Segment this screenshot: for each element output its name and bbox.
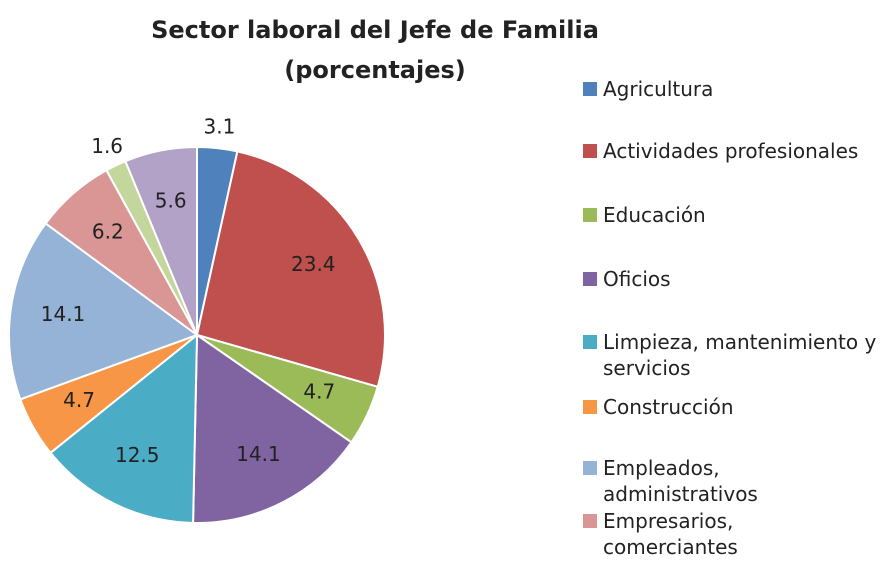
pie-slice: [8, 222, 200, 401]
legend-item: Educación: [583, 202, 886, 228]
legend-item: Agricultura: [583, 76, 886, 102]
chart-title: Sector laboral del Jefe de Familia (porc…: [151, 16, 599, 84]
legend-label: Oficios: [603, 267, 671, 291]
legend-swatch: [583, 208, 597, 222]
data-label: 23.4: [291, 252, 336, 276]
legend-item: Construcción: [583, 394, 886, 420]
data-label: 4.7: [303, 380, 335, 404]
legend-swatch: [583, 514, 597, 528]
legend-item: Oficios: [583, 266, 886, 292]
legend-label: Educación: [603, 203, 706, 227]
legend-label: Agricultura: [603, 77, 714, 101]
legend-item: Actividades profesionales: [583, 138, 886, 164]
pie-slice: [124, 145, 198, 336]
legend-label: Actividades profesionales: [603, 139, 859, 163]
data-label: 3.1: [204, 115, 236, 139]
legend-swatch: [583, 144, 597, 158]
legend-swatch: [583, 335, 597, 349]
data-label: 6.2: [92, 220, 124, 244]
legend-label: Empleados, administrativos: [603, 456, 758, 506]
legend-swatch: [583, 461, 597, 475]
legend-swatch: [583, 82, 597, 96]
data-label: 14.1: [41, 302, 86, 326]
legend-item: Limpieza, mantenimiento y servicios: [583, 329, 878, 381]
legend-label: Limpieza, mantenimiento y servicios: [603, 330, 877, 380]
legend-swatch: [583, 400, 597, 414]
pie-slice: [195, 150, 386, 389]
pie-slice: [49, 332, 199, 524]
data-label: 5.6: [155, 189, 187, 213]
pie-slice: [192, 333, 353, 524]
data-label: 4.7: [63, 388, 95, 412]
legend-swatch: [583, 272, 597, 286]
data-label: 1.6: [91, 134, 123, 158]
data-label: 14.1: [236, 442, 281, 466]
legend-label: Construcción: [603, 395, 734, 419]
legend-item: Empresarios, comerciantes: [583, 508, 823, 560]
legend-label: Empresarios, comerciantes: [603, 509, 738, 559]
legend-item: Empleados, administrativos: [583, 455, 823, 507]
data-label: 12.5: [115, 443, 160, 467]
